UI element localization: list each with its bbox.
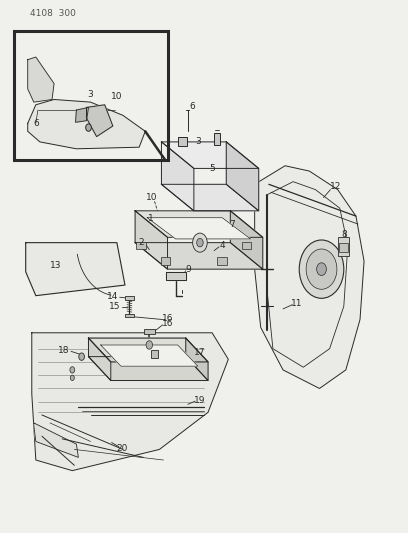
- Polygon shape: [226, 142, 259, 211]
- Polygon shape: [135, 211, 168, 269]
- Polygon shape: [89, 357, 208, 381]
- Text: 9: 9: [186, 265, 191, 273]
- Bar: [177, 136, 186, 146]
- Text: 1: 1: [149, 214, 154, 223]
- Text: 16: 16: [162, 319, 173, 328]
- Bar: [217, 257, 227, 265]
- Bar: [13, 30, 168, 160]
- Text: 15: 15: [109, 302, 121, 311]
- Bar: [242, 241, 251, 249]
- Text: 17: 17: [194, 348, 206, 357]
- Bar: [144, 329, 155, 334]
- Text: 20: 20: [116, 444, 128, 453]
- Bar: [151, 350, 158, 358]
- Text: 8: 8: [341, 230, 347, 239]
- Circle shape: [70, 367, 75, 373]
- Text: 4108  300: 4108 300: [30, 9, 75, 18]
- Text: 12: 12: [330, 182, 341, 191]
- Polygon shape: [255, 166, 364, 389]
- Text: 2: 2: [138, 238, 144, 247]
- Text: 4: 4: [220, 241, 225, 250]
- Text: 3: 3: [195, 138, 201, 147]
- Circle shape: [299, 240, 344, 298]
- Polygon shape: [186, 338, 208, 381]
- Polygon shape: [28, 57, 54, 102]
- Text: 18: 18: [58, 346, 70, 355]
- Circle shape: [317, 263, 326, 276]
- Text: 19: 19: [194, 395, 206, 405]
- Text: 11: 11: [291, 299, 303, 308]
- Polygon shape: [162, 184, 259, 211]
- Polygon shape: [75, 108, 89, 122]
- Circle shape: [79, 353, 84, 360]
- Circle shape: [70, 375, 74, 381]
- Polygon shape: [26, 243, 125, 296]
- Text: 13: 13: [50, 261, 62, 270]
- Bar: [339, 243, 348, 252]
- Text: 14: 14: [107, 292, 118, 301]
- Text: 10: 10: [146, 193, 157, 202]
- Polygon shape: [135, 243, 263, 269]
- Polygon shape: [101, 345, 198, 366]
- Circle shape: [193, 233, 207, 252]
- Circle shape: [306, 249, 337, 289]
- Text: 7: 7: [229, 220, 235, 229]
- Bar: [214, 133, 220, 144]
- Polygon shape: [135, 211, 263, 237]
- Bar: [338, 237, 349, 256]
- Polygon shape: [34, 423, 78, 457]
- Circle shape: [197, 238, 203, 247]
- Polygon shape: [89, 338, 208, 362]
- Polygon shape: [28, 100, 145, 149]
- Bar: [136, 241, 146, 249]
- Polygon shape: [32, 333, 228, 471]
- Polygon shape: [231, 211, 263, 269]
- Circle shape: [146, 341, 153, 349]
- Text: 3: 3: [88, 90, 93, 99]
- Text: 6: 6: [190, 102, 195, 111]
- Polygon shape: [89, 338, 111, 381]
- Text: 16: 16: [162, 314, 173, 323]
- Text: 6: 6: [33, 119, 39, 128]
- Polygon shape: [166, 272, 186, 280]
- Text: 10: 10: [111, 92, 123, 101]
- Text: 5: 5: [209, 164, 215, 173]
- Polygon shape: [147, 217, 251, 239]
- Polygon shape: [162, 142, 194, 211]
- Bar: [125, 296, 134, 300]
- Polygon shape: [86, 105, 113, 136]
- Circle shape: [86, 124, 91, 131]
- Bar: [161, 257, 171, 265]
- Polygon shape: [162, 142, 259, 168]
- Bar: [125, 314, 134, 317]
